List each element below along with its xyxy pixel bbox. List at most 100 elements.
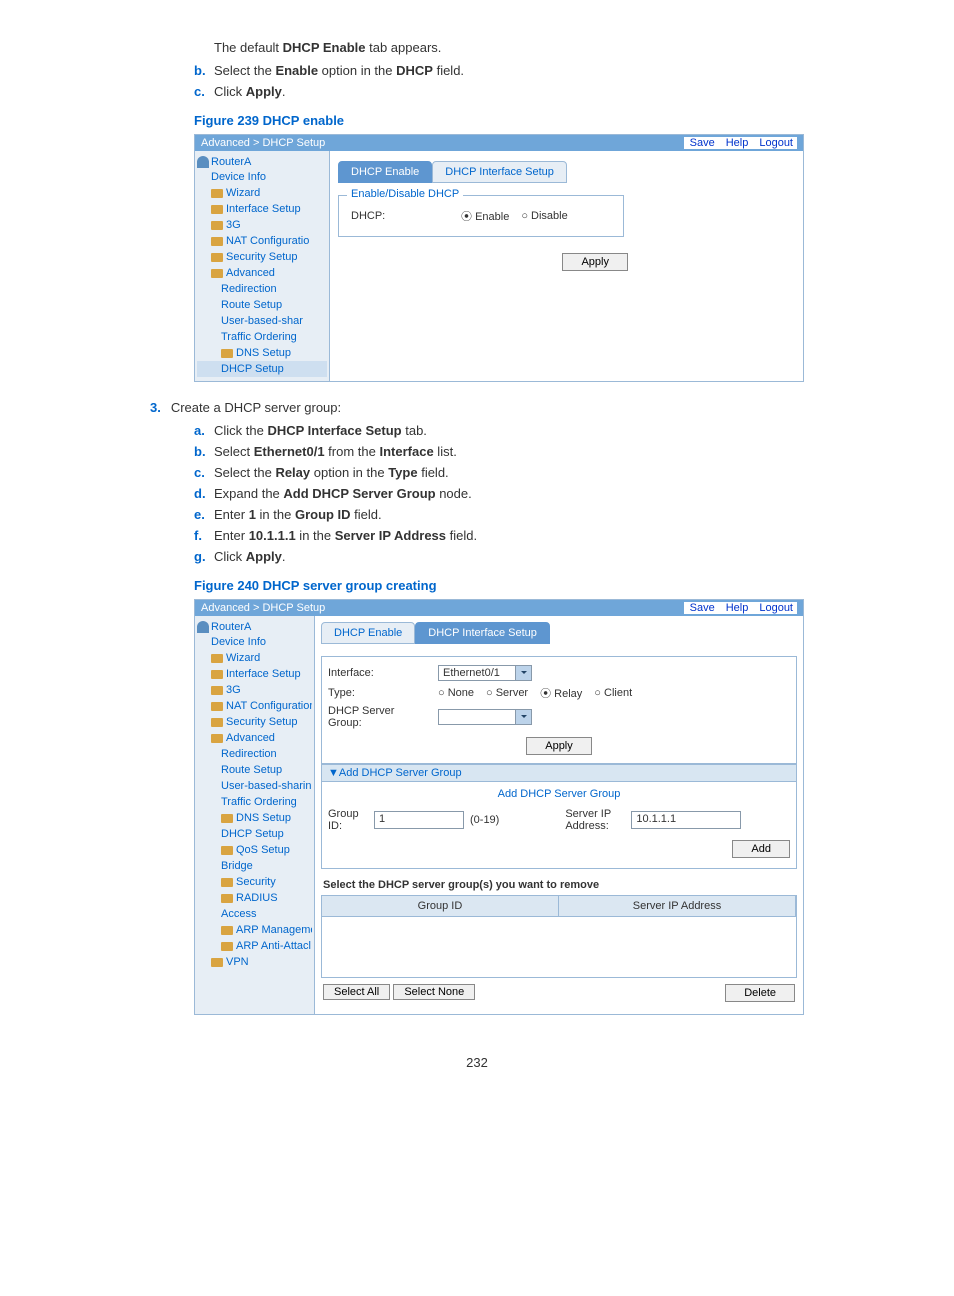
- page-number: 232: [150, 1055, 804, 1070]
- col-group-id: Group ID: [322, 896, 559, 916]
- nav-tree: RouterA Device InfoWizardInterface Setup…: [195, 151, 330, 381]
- tree-item-traffic-ordering[interactable]: Traffic Ordering: [197, 794, 312, 810]
- instruction-step: c.Select the Relay option in the Type fi…: [194, 465, 804, 480]
- tree-item-3g[interactable]: 3G: [197, 217, 327, 233]
- instruction-step: a.Click the DHCP Interface Setup tab.: [194, 423, 804, 438]
- instruction-step: b.Select the Enable option in the DHCP f…: [194, 63, 804, 78]
- folder-icon: [211, 718, 223, 727]
- enable-radio[interactable]: ⦿ Enable: [461, 208, 509, 224]
- folder-icon: [221, 846, 233, 855]
- tree-item-advanced[interactable]: Advanced: [197, 265, 327, 281]
- tree-item-qos-setup[interactable]: QoS Setup: [197, 842, 312, 858]
- tree-item-security-setup[interactable]: Security Setup: [197, 249, 327, 265]
- help-link[interactable]: Help: [726, 137, 749, 149]
- tree-item-redirection[interactable]: Redirection: [197, 281, 327, 297]
- tree-item-route-setup[interactable]: Route Setup: [197, 297, 327, 313]
- group-id-label: Group ID:: [328, 808, 368, 832]
- tree-item-access[interactable]: Access: [197, 906, 312, 922]
- type-label: Type:: [328, 687, 428, 699]
- tree-item-user-based-sharing[interactable]: User-based-sharing: [197, 778, 312, 794]
- tree-root[interactable]: RouterA: [197, 620, 312, 634]
- tree-item-traffic-ordering[interactable]: Traffic Ordering: [197, 329, 327, 345]
- folder-icon: [211, 189, 223, 198]
- tree-item-advanced[interactable]: Advanced: [197, 730, 312, 746]
- tree-item-user-based-shar[interactable]: User-based-shar: [197, 313, 327, 329]
- folder-icon: [211, 734, 223, 743]
- apply-button[interactable]: Apply: [526, 737, 592, 755]
- add-button[interactable]: Add: [732, 840, 790, 858]
- type-radio-none[interactable]: ○ None: [438, 687, 474, 699]
- select-all-button[interactable]: Select All: [323, 984, 390, 1000]
- intro-text: The default DHCP Enable tab appears.: [214, 40, 804, 55]
- tree-item-dns-setup[interactable]: DNS Setup: [197, 810, 312, 826]
- tab-dhcp-enable[interactable]: DHCP Enable: [338, 161, 432, 183]
- tree-item-dhcp-setup[interactable]: DHCP Setup: [197, 826, 312, 842]
- instruction-step: c.Click Apply.: [194, 84, 804, 99]
- fieldset-legend: Enable/Disable DHCP: [347, 188, 463, 200]
- select-none-button[interactable]: Select None: [393, 984, 475, 1000]
- tab-dhcp-interface-setup[interactable]: DHCP Interface Setup: [432, 161, 567, 183]
- folder-icon: [211, 269, 223, 278]
- disable-radio[interactable]: ○ Disable: [521, 210, 567, 222]
- save-link[interactable]: Save: [690, 137, 715, 149]
- add-dhcp-group-title: Add DHCP Server Group: [328, 784, 790, 804]
- tree-item-device-info[interactable]: Device Info: [197, 634, 312, 650]
- breadcrumb-path: Advanced > DHCP Setup: [201, 137, 325, 149]
- tree-item-interface-setup[interactable]: Interface Setup: [197, 666, 312, 682]
- folder-icon: [211, 686, 223, 695]
- logout-link[interactable]: Logout: [759, 602, 793, 614]
- remove-table-header: Group ID Server IP Address: [321, 895, 797, 917]
- folder-icon: [211, 670, 223, 679]
- tree-item-bridge[interactable]: Bridge: [197, 858, 312, 874]
- type-radio-relay[interactable]: ⦿ Relay: [540, 685, 582, 701]
- server-ip-label: Server IP Address:: [565, 808, 625, 832]
- tree-item-vpn[interactable]: VPN: [197, 954, 312, 970]
- folder-icon: [211, 237, 223, 246]
- type-radio-server[interactable]: ○ Server: [486, 687, 528, 699]
- server-ip-input[interactable]: 10.1.1.1: [631, 811, 741, 829]
- tree-item-dhcp-setup[interactable]: DHCP Setup: [197, 361, 327, 377]
- logout-link[interactable]: Logout: [759, 137, 793, 149]
- tab-dhcp-interface-setup[interactable]: DHCP Interface Setup: [415, 622, 550, 644]
- group-id-range: (0-19): [470, 814, 499, 826]
- user-icon: [197, 621, 209, 633]
- tree-item-dns-setup[interactable]: DNS Setup: [197, 345, 327, 361]
- tree-item-security-setup[interactable]: Security Setup: [197, 714, 312, 730]
- folder-icon: [221, 349, 233, 358]
- tree-item-arp-manageme[interactable]: ARP Manageme: [197, 922, 312, 938]
- interface-select[interactable]: Ethernet0/1: [438, 665, 532, 681]
- dhcp-server-group-select[interactable]: [438, 709, 532, 725]
- tab-dhcp-enable[interactable]: DHCP Enable: [321, 622, 415, 644]
- dhcp-server-group-label: DHCP Server Group:: [328, 705, 428, 729]
- nav-tree: RouterA Device InfoWizardInterface Setup…: [195, 616, 315, 1014]
- dhcp-label: DHCP:: [351, 210, 451, 222]
- tree-item-security[interactable]: Security: [197, 874, 312, 890]
- figure-240-caption: Figure 240 DHCP server group creating: [194, 578, 804, 593]
- tree-item-nat-configuratio[interactable]: NAT Configuratio: [197, 233, 327, 249]
- save-link[interactable]: Save: [690, 602, 715, 614]
- tree-item-wizard[interactable]: Wizard: [197, 650, 312, 666]
- help-link[interactable]: Help: [726, 602, 749, 614]
- folder-icon: [221, 894, 233, 903]
- delete-button[interactable]: Delete: [725, 984, 795, 1002]
- tree-item-wizard[interactable]: Wizard: [197, 185, 327, 201]
- group-id-input[interactable]: 1: [374, 811, 464, 829]
- figure-239-caption: Figure 239 DHCP enable: [194, 113, 804, 128]
- tree-item-arp-anti-attacl[interactable]: ARP Anti-Attacl: [197, 938, 312, 954]
- figure-240-screenshot: Advanced > DHCP Setup Save | Help | Logo…: [194, 599, 804, 1015]
- type-radio-client[interactable]: ○ Client: [594, 687, 632, 699]
- instruction-step: g.Click Apply.: [194, 549, 804, 564]
- tree-item-interface-setup[interactable]: Interface Setup: [197, 201, 327, 217]
- user-icon: [197, 156, 209, 168]
- apply-button[interactable]: Apply: [562, 253, 628, 271]
- tree-item-radius[interactable]: RADIUS: [197, 890, 312, 906]
- tree-item-nat-configuration[interactable]: NAT Configuration: [197, 698, 312, 714]
- tree-item-redirection[interactable]: Redirection: [197, 746, 312, 762]
- folder-icon: [211, 654, 223, 663]
- tree-item-3g[interactable]: 3G: [197, 682, 312, 698]
- folder-icon: [221, 942, 233, 951]
- tree-root[interactable]: RouterA: [197, 155, 327, 169]
- add-dhcp-group-header[interactable]: ▼Add DHCP Server Group: [321, 764, 797, 782]
- tree-item-route-setup[interactable]: Route Setup: [197, 762, 312, 778]
- tree-item-device-info[interactable]: Device Info: [197, 169, 327, 185]
